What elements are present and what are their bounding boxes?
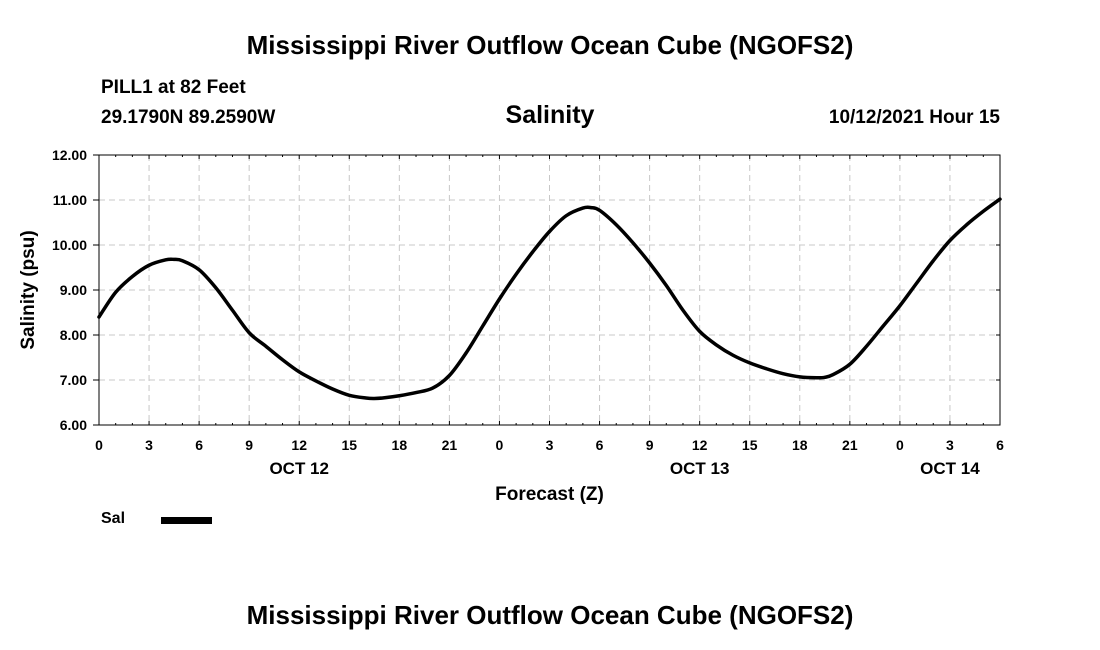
x-tick-label: 21 bbox=[842, 437, 858, 453]
x-tick-label: 6 bbox=[596, 437, 604, 453]
x-axis-title: Forecast (Z) bbox=[495, 484, 604, 505]
x-tick-label: 18 bbox=[792, 437, 808, 453]
x-tick-label: 12 bbox=[692, 437, 708, 453]
x-tick-label: 6 bbox=[996, 437, 1004, 453]
x-tick-label: 0 bbox=[496, 437, 504, 453]
y-tick-label: 12.00 bbox=[52, 147, 87, 163]
y-tick-label: 7.00 bbox=[60, 372, 87, 388]
forecast-datetime: 10/12/2021 Hour 15 bbox=[828, 107, 1000, 128]
legend-label: Sal bbox=[101, 510, 126, 527]
x-tick-label: 9 bbox=[245, 437, 253, 453]
x-tick-label: 18 bbox=[392, 437, 408, 453]
x-tick-label: 3 bbox=[946, 437, 954, 453]
variable-title: Salinity bbox=[505, 101, 595, 129]
x-tick-label: 15 bbox=[341, 437, 357, 453]
x-tick-label: 3 bbox=[546, 437, 554, 453]
y-tick-label: 9.00 bbox=[60, 282, 87, 298]
x-tick-label: 9 bbox=[646, 437, 654, 453]
y-tick-label: 10.00 bbox=[52, 237, 87, 253]
y-axis-title: Salinity (psu) bbox=[18, 230, 39, 349]
station-label: PILL1 at 82 Feet bbox=[101, 77, 246, 98]
legend-swatch bbox=[161, 517, 212, 524]
y-tick-label: 6.00 bbox=[60, 417, 87, 433]
date-label: OCT 14 bbox=[920, 459, 980, 478]
date-label: OCT 13 bbox=[670, 459, 730, 478]
chart-main-title: Mississippi River Outflow Ocean Cube (NG… bbox=[246, 30, 854, 60]
x-tick-label: 12 bbox=[291, 437, 307, 453]
date-label: OCT 12 bbox=[269, 459, 329, 478]
x-tick-label: 3 bbox=[145, 437, 153, 453]
chart-footer-title: Mississippi River Outflow Ocean Cube (NG… bbox=[246, 600, 854, 630]
x-tick-label: 21 bbox=[442, 437, 458, 453]
series-line-sal bbox=[97, 197, 1002, 401]
coordinates-label: 29.1790N 89.2590W bbox=[101, 107, 276, 128]
x-tick-label: 0 bbox=[896, 437, 904, 453]
x-tick-label: 15 bbox=[742, 437, 758, 453]
x-tick-label: 6 bbox=[195, 437, 203, 453]
y-tick-label: 11.00 bbox=[53, 192, 87, 208]
y-tick-label: 8.00 bbox=[60, 327, 87, 343]
x-tick-label: 0 bbox=[95, 437, 103, 453]
